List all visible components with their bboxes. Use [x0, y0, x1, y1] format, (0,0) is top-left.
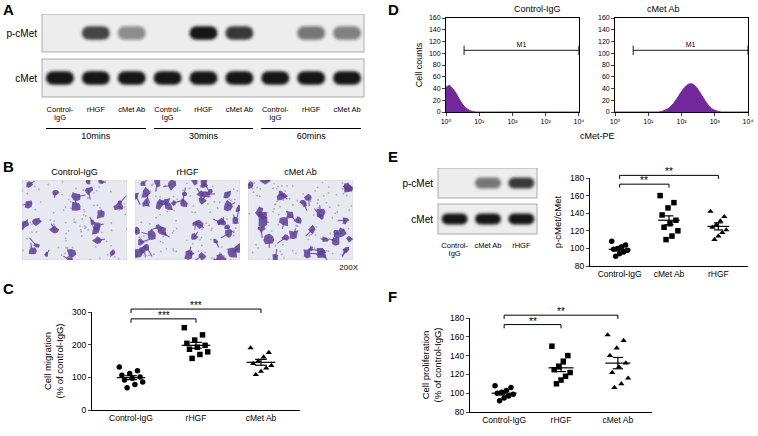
svg-text:120: 120 [570, 226, 584, 236]
svg-text:10¹: 10¹ [474, 118, 485, 125]
html-text:cMet Ab: cMet Ab [333, 105, 361, 114]
svg-text:Control-IgG: Control-IgG [482, 415, 526, 425]
svg-text:160: 160 [570, 191, 584, 201]
svg-text:***: *** [158, 310, 170, 321]
svg-text:180: 180 [450, 313, 464, 323]
svg-text:20: 20 [433, 97, 441, 104]
svg-text:10⁴: 10⁴ [573, 118, 584, 125]
html-text:C: C [3, 280, 14, 297]
svg-text:20: 20 [602, 97, 610, 104]
html-text:cMet Ab: cMet Ab [225, 105, 253, 114]
svg-text:10³: 10³ [541, 118, 552, 125]
svg-text:***: *** [190, 300, 202, 311]
html-text:cMet Ab: cMet Ab [118, 105, 146, 114]
svg-text:300: 300 [72, 307, 86, 317]
html-text:30mins: 30mins [189, 131, 218, 141]
svg-text:80: 80 [455, 407, 465, 417]
html-text:rHGF: rHGF [176, 167, 199, 177]
svg-text:0: 0 [606, 108, 610, 115]
html-text:rHGF: rHGF [512, 241, 531, 250]
svg-text:cMet Ab: cMet Ab [654, 269, 685, 279]
svg-text:Cell proliferation(% of contro: Cell proliferation(% of control-IgG) [420, 328, 443, 403]
html-text:rHGF: rHGF [86, 105, 105, 114]
html-text:Control-IgG: Control-IgG [46, 105, 74, 123]
svg-text:80: 80 [602, 61, 610, 68]
svg-text:cMet: cMet [411, 214, 433, 225]
html-text:D: D [388, 1, 399, 18]
svg-text:rHGF: rHGF [186, 413, 207, 423]
html-text:200X: 200X [339, 263, 358, 272]
svg-text:Cell migration(% of control-Ig: Cell migration(% of control-IgG) [42, 324, 65, 399]
svg-text:140: 140 [598, 26, 610, 33]
html-text:60mins: 60mins [296, 131, 326, 141]
svg-text:M1: M1 [686, 41, 696, 48]
svg-text:100: 100 [429, 50, 441, 57]
svg-text:140: 140 [450, 351, 464, 361]
svg-text:p-cMet/cMet: p-cMet/cMet [552, 196, 563, 249]
svg-text:80: 80 [575, 261, 585, 271]
html-text:10mins: 10mins [81, 131, 111, 141]
svg-text:cMet-PE: cMet-PE [580, 131, 615, 141]
svg-text:100: 100 [570, 243, 584, 253]
html-text:Control-IgG: Control-IgG [51, 167, 98, 177]
svg-text:cMet Ab: cMet Ab [647, 4, 680, 14]
html-text:B: B [3, 158, 14, 175]
svg-text:Control-IgG: Control-IgG [109, 413, 153, 423]
svg-text:140: 140 [429, 26, 441, 33]
svg-text:**: ** [529, 316, 537, 327]
svg-text:200: 200 [72, 340, 86, 350]
svg-text:180: 180 [570, 173, 584, 183]
svg-text:Cell counts: Cell counts [414, 42, 424, 87]
html-text:Control-IgG: Control-IgG [261, 105, 289, 123]
svg-text:60: 60 [602, 73, 610, 80]
svg-text:p-cMet: p-cMet [402, 178, 433, 189]
svg-text:140: 140 [570, 208, 584, 218]
svg-text:100: 100 [72, 372, 86, 382]
svg-text:cMet Ab: cMet Ab [603, 415, 634, 425]
html-text:E: E [388, 148, 398, 165]
svg-text:**: ** [665, 166, 673, 177]
svg-text:rHGF: rHGF [551, 415, 572, 425]
svg-text:M1: M1 [517, 41, 527, 48]
svg-text:100: 100 [450, 388, 464, 398]
svg-text:cMet: cMet [15, 73, 37, 84]
svg-text:rHGF: rHGF [708, 269, 729, 279]
svg-text:10⁴: 10⁴ [743, 118, 754, 125]
svg-text:100: 100 [598, 50, 610, 57]
svg-text:10⁰: 10⁰ [610, 118, 621, 125]
html-text:Control-IgG: Control-IgG [154, 105, 181, 123]
svg-text:80: 80 [433, 61, 441, 68]
html-text:Control-IgG: Control-IgG [441, 241, 468, 259]
html-text:cMet Ab: cMet Ab [474, 241, 502, 250]
svg-text:Control-IgG: Control-IgG [514, 4, 561, 14]
svg-text:0: 0 [437, 108, 441, 115]
svg-text:120: 120 [598, 38, 610, 45]
html-text:rHGF: rHGF [302, 105, 321, 114]
svg-text:10²: 10² [507, 118, 518, 125]
html-text:F: F [388, 288, 398, 305]
svg-text:cMet Ab: cMet Ab [246, 413, 277, 423]
html-text:cMet Ab: cMet Ab [284, 167, 317, 177]
svg-text:60: 60 [433, 73, 441, 80]
svg-text:160: 160 [429, 14, 441, 21]
svg-text:Control-IgG: Control-IgG [598, 269, 642, 279]
svg-text:40: 40 [433, 85, 441, 92]
svg-text:120: 120 [450, 369, 464, 379]
svg-text:0: 0 [82, 405, 87, 415]
svg-text:10¹: 10¹ [643, 118, 654, 125]
html-text:A: A [3, 1, 14, 18]
svg-text:10³: 10³ [710, 118, 721, 125]
svg-text:**: ** [640, 175, 648, 186]
svg-text:40: 40 [602, 85, 610, 92]
svg-text:160: 160 [450, 332, 464, 342]
svg-text:120: 120 [429, 38, 441, 45]
svg-text:10⁰: 10⁰ [441, 118, 452, 125]
html-text:rHGF: rHGF [194, 105, 213, 114]
svg-text:160: 160 [598, 14, 610, 21]
svg-text:p-cMet: p-cMet [6, 28, 37, 39]
svg-text:**: ** [557, 306, 565, 317]
svg-text:10²: 10² [676, 118, 687, 125]
